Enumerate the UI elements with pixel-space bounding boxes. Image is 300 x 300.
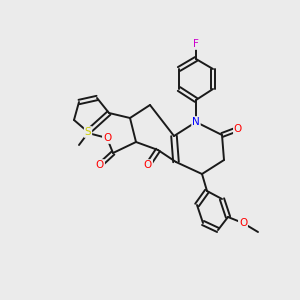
Text: O: O — [239, 218, 247, 228]
Text: O: O — [234, 124, 242, 134]
Text: N: N — [192, 117, 200, 127]
Text: O: O — [96, 160, 104, 170]
Text: O: O — [144, 160, 152, 170]
Text: S: S — [85, 127, 91, 137]
Text: O: O — [103, 133, 111, 143]
Text: F: F — [193, 39, 199, 49]
